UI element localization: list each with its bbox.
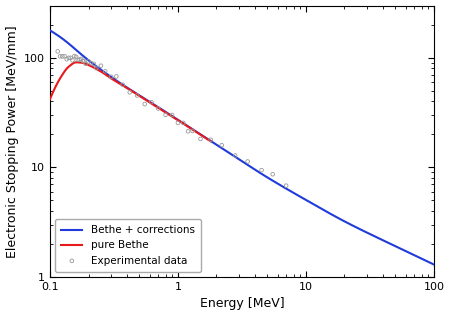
pure Bethe <box>48 96 53 100</box>
Line: pure Bethe: pure Bethe <box>50 62 211 141</box>
Bethe + corrections <box>431 263 436 266</box>
pure Bethe <box>74 60 79 64</box>
Experimental data <box>244 159 251 164</box>
Bethe + corrections <box>270 179 276 183</box>
Experimental data <box>72 54 80 59</box>
Experimental data <box>180 120 187 125</box>
Experimental data <box>148 100 155 105</box>
Experimental data <box>174 120 181 125</box>
Bethe + corrections <box>338 218 344 222</box>
Experimental data <box>79 58 86 63</box>
Bethe + corrections <box>292 191 297 195</box>
Experimental data <box>197 137 204 142</box>
Experimental data <box>88 61 95 66</box>
Experimental data <box>81 59 88 64</box>
Experimental data <box>119 82 126 87</box>
Experimental data <box>113 74 120 79</box>
Experimental data <box>258 168 265 173</box>
Experimental data <box>168 112 176 118</box>
Legend: Bethe + corrections, pure Bethe, Experimental data: Bethe + corrections, pure Bethe, Experim… <box>55 219 201 272</box>
Experimental data <box>69 58 76 63</box>
Line: Bethe + corrections: Bethe + corrections <box>50 30 434 264</box>
Experimental data <box>63 57 70 62</box>
Bethe + corrections <box>378 237 383 241</box>
Experimental data <box>134 93 141 98</box>
Experimental data <box>54 49 61 54</box>
Experimental data <box>102 69 109 74</box>
Bethe + corrections <box>280 185 286 189</box>
Bethe + corrections <box>47 28 53 32</box>
Experimental data <box>77 57 85 62</box>
Experimental data <box>189 129 196 134</box>
Experimental data <box>76 57 83 62</box>
Experimental data <box>184 129 192 134</box>
Experimental data <box>126 90 133 95</box>
Experimental data <box>162 112 169 117</box>
Experimental data <box>218 143 225 148</box>
Experimental data <box>59 54 66 59</box>
pure Bethe <box>159 108 164 112</box>
pure Bethe <box>180 121 185 125</box>
pure Bethe <box>84 62 89 66</box>
pure Bethe <box>61 70 67 74</box>
Experimental data <box>71 54 78 59</box>
Experimental data <box>85 59 92 64</box>
pure Bethe <box>47 97 53 101</box>
Experimental data <box>74 57 81 62</box>
Experimental data <box>154 106 162 111</box>
Experimental data <box>207 137 214 142</box>
Experimental data <box>232 153 239 158</box>
Experimental data <box>67 55 74 60</box>
Bethe + corrections <box>71 46 76 50</box>
Experimental data <box>61 54 68 59</box>
Experimental data <box>141 101 149 106</box>
pure Bethe <box>208 139 213 143</box>
Experimental data <box>90 62 97 67</box>
Experimental data <box>82 61 89 66</box>
Y-axis label: Electronic Stopping Power [MeV/mm]: Electronic Stopping Power [MeV/mm] <box>5 25 18 258</box>
pure Bethe <box>148 101 153 105</box>
Experimental data <box>283 183 290 188</box>
Experimental data <box>97 63 104 68</box>
Experimental data <box>65 55 72 60</box>
Experimental data <box>57 54 64 59</box>
Experimental data <box>269 172 276 177</box>
Experimental data <box>108 74 115 79</box>
Experimental data <box>93 66 100 71</box>
X-axis label: Energy [MeV]: Energy [MeV] <box>200 297 284 310</box>
